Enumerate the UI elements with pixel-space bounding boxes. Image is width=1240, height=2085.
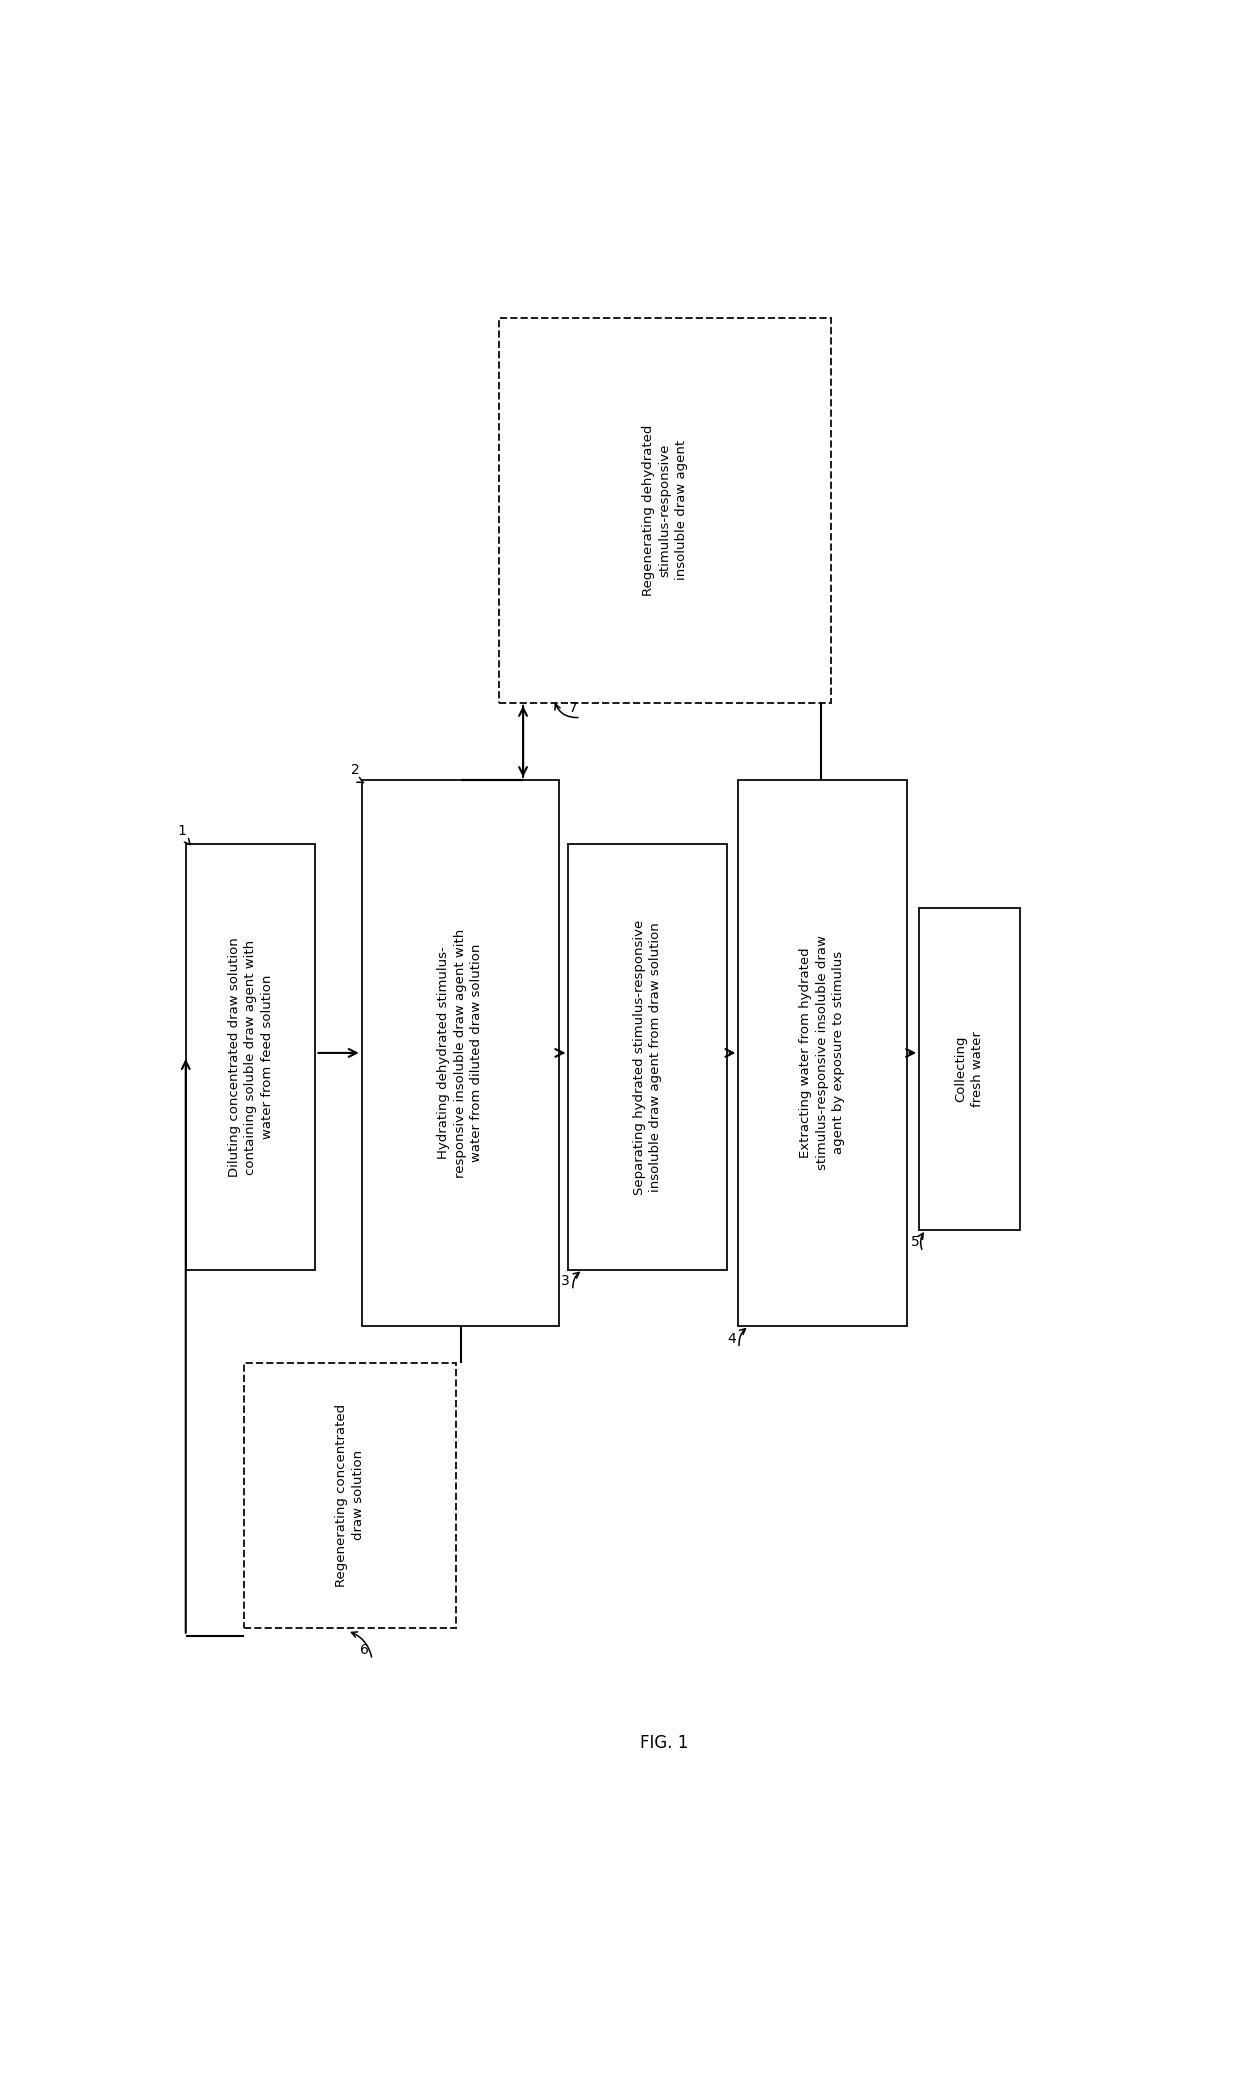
Text: 1: 1 — [177, 824, 186, 838]
Text: FIG. 1: FIG. 1 — [640, 1735, 688, 1751]
Text: 5: 5 — [910, 1236, 920, 1249]
Text: Regenerating concentrated
draw solution: Regenerating concentrated draw solution — [335, 1403, 365, 1587]
Text: Extracting water from hydrated
stimulus-responsive insoluble draw
agent by expos: Extracting water from hydrated stimulus-… — [800, 936, 846, 1170]
Text: Regenerating dehydrated
stimulus-responsive
insoluble draw agent: Regenerating dehydrated stimulus-respons… — [642, 425, 688, 596]
FancyBboxPatch shape — [738, 780, 906, 1326]
Text: 4: 4 — [727, 1332, 737, 1345]
Text: Hydrating dehydrated stimulus-
responsive insoluble draw agent with
water from d: Hydrating dehydrated stimulus- responsiv… — [438, 928, 484, 1178]
FancyBboxPatch shape — [919, 909, 1019, 1230]
Text: 2: 2 — [351, 763, 360, 778]
Text: Collecting
fresh water: Collecting fresh water — [955, 1032, 985, 1107]
FancyBboxPatch shape — [498, 317, 831, 703]
Text: Separating hydrated stimulus-responsive
insoluble draw agent from draw solution: Separating hydrated stimulus-responsive … — [632, 919, 662, 1195]
Text: 6: 6 — [360, 1643, 370, 1658]
FancyBboxPatch shape — [244, 1364, 456, 1628]
FancyBboxPatch shape — [568, 844, 727, 1270]
Text: 3: 3 — [560, 1274, 569, 1289]
FancyBboxPatch shape — [186, 844, 315, 1270]
Text: Diluting concentrated draw solution
containing soluble draw agent with
water fro: Diluting concentrated draw solution cont… — [228, 936, 274, 1176]
Text: 7: 7 — [569, 701, 578, 715]
FancyBboxPatch shape — [362, 780, 558, 1326]
